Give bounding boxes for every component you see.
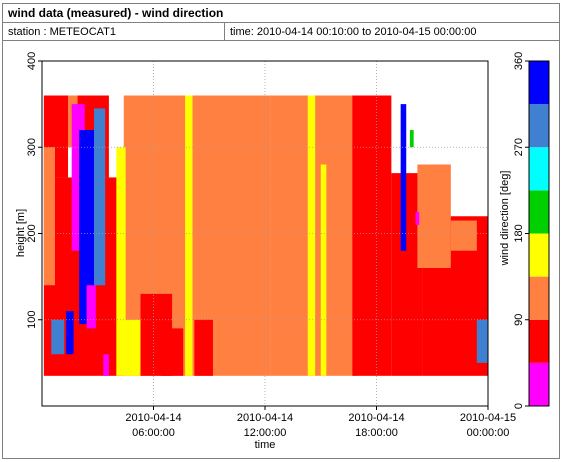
heatmap-cell: [79, 130, 95, 325]
y-tick-label: 300: [26, 138, 38, 156]
chart-title: wind data (measured) - wind direction: [8, 6, 224, 20]
colorbar-segment: [529, 362, 549, 406]
heatmap-cell: [409, 130, 414, 148]
colorbar-tick-label: 180: [513, 224, 525, 242]
x-tick-label: 2010-04-14: [348, 412, 404, 424]
heatmap-cell: [352, 95, 392, 376]
x-tick-label: 2010-04-14: [237, 412, 293, 424]
title-divider: [3, 22, 559, 23]
colorbar-tick-label: 90: [513, 314, 525, 326]
x-tick-label: 2010-04-14: [125, 412, 181, 424]
heatmap-cell: [103, 354, 109, 376]
info-divider: [224, 23, 225, 40]
x-tick-label: 12:00:00: [244, 427, 287, 439]
heatmap-cell: [450, 220, 477, 251]
colorbar-segment: [529, 276, 549, 320]
station-label: station : METEOCAT1: [8, 26, 116, 38]
heatmap-cell: [160, 328, 184, 376]
heatmap-cell: [123, 95, 141, 376]
heatmap-cell: [417, 164, 451, 268]
y-tick-label: 200: [26, 224, 38, 242]
colorbar-tick-label: 360: [513, 52, 525, 70]
colorbar-segment: [529, 104, 549, 148]
heatmap-cell: [51, 319, 65, 355]
y-tick-label: 100: [26, 311, 38, 329]
info-bottom-divider: [3, 40, 559, 41]
y-tick-label: 400: [26, 52, 38, 70]
heatmap-cell: [66, 311, 74, 355]
colorbar-segment: [529, 233, 549, 277]
y-axis-label: height [m]: [15, 209, 27, 257]
x-tick-label: 06:00:00: [132, 427, 175, 439]
heatmap-cell: [194, 319, 213, 376]
heatmap-cells: [43, 95, 488, 376]
heatmap-cell: [116, 147, 126, 376]
heatmap-cell: [94, 108, 106, 286]
colorbar-ticks: 0 90 180 270 360: [513, 52, 529, 409]
x-tick-label: 2010-04-15: [460, 412, 516, 424]
heatmap-cell: [320, 164, 327, 376]
heatmap-cell: [86, 285, 96, 329]
heatmap-cell: [415, 211, 420, 225]
heatmap-cell: [476, 319, 488, 363]
heatmap-cell: [185, 95, 193, 376]
colorbar-segment: [529, 190, 549, 234]
colorbar-tick-label: 0: [513, 403, 525, 409]
heatmap-cell: [307, 95, 316, 376]
colorbar-segment: [529, 319, 549, 363]
colorbar-tick-label: 270: [513, 138, 525, 156]
x-tick-label: 18:00:00: [355, 427, 398, 439]
x-axis-ticks: 2010-04-14 06:00:00 2010-04-14 12:00:00 2010…: [125, 406, 516, 439]
colorbar-segment: [529, 147, 549, 191]
colorbar-segment: [529, 61, 549, 105]
heatmap-cell: [400, 104, 407, 251]
time-range-label: time: 2010-04-14 00:10:00 to 2010-04-15 …: [230, 26, 477, 38]
x-axis-label: time: [255, 439, 276, 451]
colorbar: [528, 60, 550, 407]
gridlines: [42, 61, 488, 406]
x-tick-label: 00:00:00: [467, 427, 510, 439]
y-axis-ticks: 100 200 300 400: [26, 52, 42, 329]
heatmap-cell: [43, 147, 56, 286]
colorbar-label: wind direction [deg]: [499, 171, 511, 267]
